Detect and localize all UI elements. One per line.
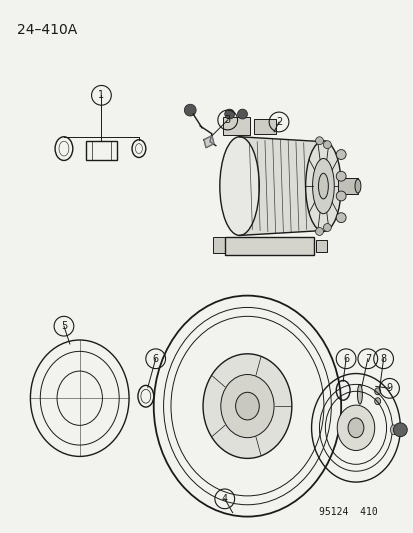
Bar	[254, 119, 275, 134]
Text: 1: 1	[98, 90, 104, 100]
Circle shape	[237, 109, 247, 119]
Ellipse shape	[374, 388, 380, 395]
Circle shape	[335, 191, 345, 201]
Text: 9: 9	[385, 383, 392, 393]
Text: 6: 6	[342, 354, 348, 364]
Ellipse shape	[347, 418, 363, 438]
Text: 95124  410: 95124 410	[318, 506, 377, 516]
Ellipse shape	[305, 141, 340, 231]
Text: 4: 4	[221, 494, 227, 504]
Text: 24–410A: 24–410A	[17, 23, 77, 37]
Ellipse shape	[374, 398, 380, 405]
Circle shape	[315, 228, 323, 236]
Ellipse shape	[312, 158, 333, 214]
Text: 2: 2	[275, 117, 282, 127]
Text: 6: 6	[152, 354, 158, 364]
Bar	[85, 141, 117, 160]
Circle shape	[335, 213, 345, 223]
Bar	[337, 178, 357, 194]
Ellipse shape	[354, 179, 360, 193]
Ellipse shape	[356, 384, 361, 404]
Circle shape	[323, 223, 330, 231]
Circle shape	[392, 423, 406, 437]
Ellipse shape	[219, 137, 259, 236]
Ellipse shape	[202, 354, 291, 458]
Circle shape	[335, 150, 345, 159]
Circle shape	[323, 141, 330, 149]
Ellipse shape	[318, 173, 328, 199]
Ellipse shape	[220, 375, 273, 438]
Text: 8: 8	[380, 354, 386, 364]
Ellipse shape	[389, 425, 396, 435]
Text: 5: 5	[61, 321, 67, 331]
Bar	[222, 117, 250, 135]
Text: 7: 7	[364, 354, 370, 364]
Circle shape	[335, 171, 345, 181]
Bar	[224, 237, 313, 255]
Polygon shape	[204, 136, 214, 148]
Polygon shape	[239, 137, 323, 236]
Ellipse shape	[337, 405, 374, 450]
Circle shape	[184, 104, 196, 116]
Bar	[315, 240, 327, 252]
Circle shape	[315, 137, 323, 144]
Text: 3: 3	[224, 115, 230, 125]
Circle shape	[224, 109, 234, 119]
Bar	[212, 237, 227, 253]
Ellipse shape	[235, 392, 259, 420]
